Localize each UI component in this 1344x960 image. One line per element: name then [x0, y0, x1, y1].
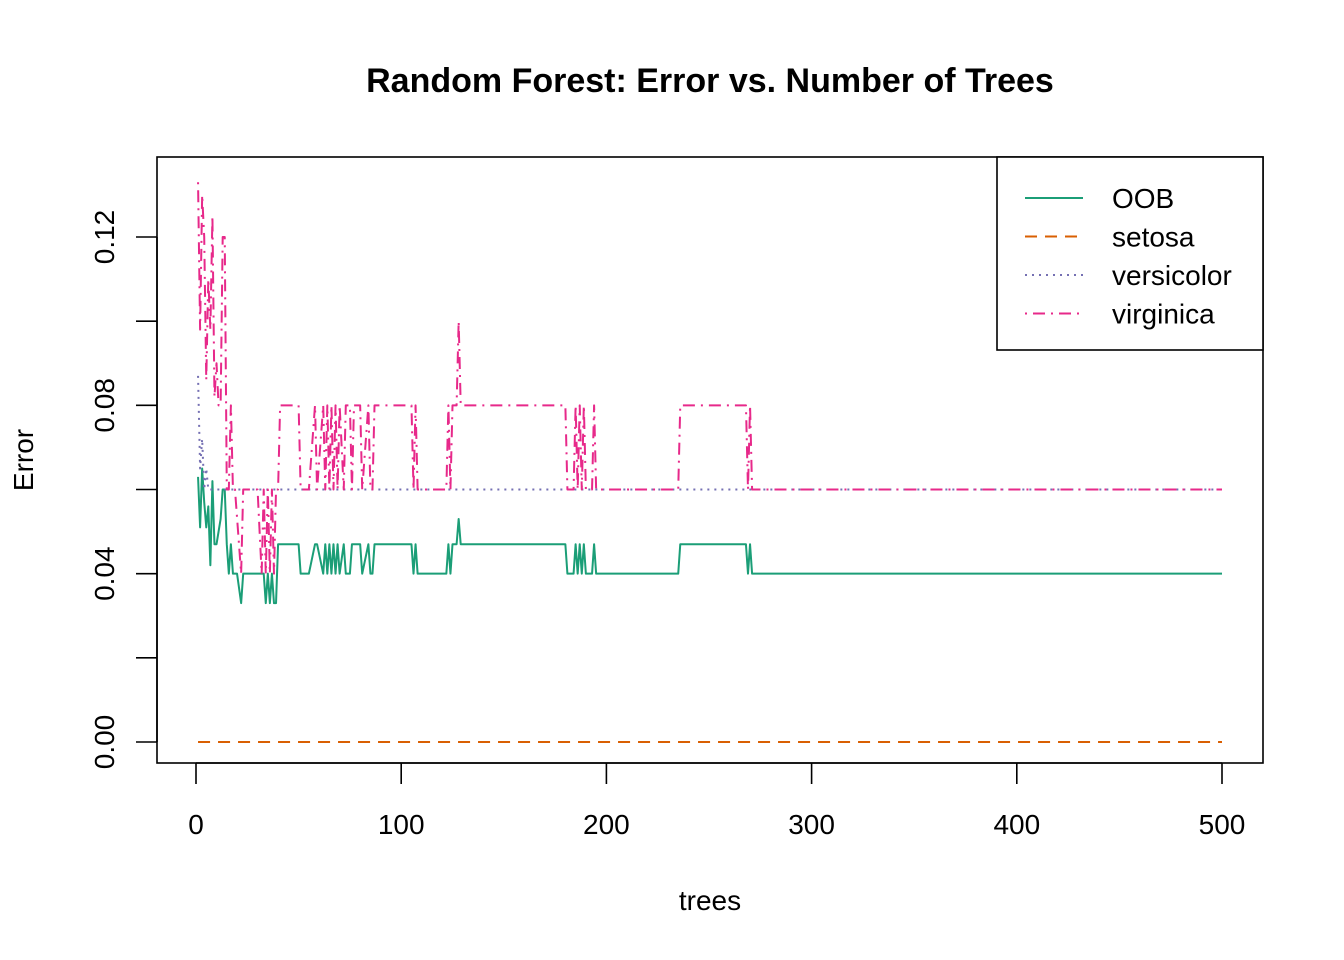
- legend-label-oob: OOB: [1112, 183, 1174, 214]
- x-tick-label: 300: [788, 809, 835, 840]
- y-axis-label: Error: [8, 429, 39, 491]
- x-tick-label: 400: [993, 809, 1040, 840]
- legend-label-virginica: virginica: [1112, 299, 1215, 330]
- y-tick-label: 0.00: [89, 715, 120, 770]
- legend-label-setosa: setosa: [1112, 222, 1195, 253]
- y-tick-label: 0.04: [89, 546, 120, 601]
- y-tick-label: 0.12: [89, 210, 120, 265]
- y-axis: 0.00 0.04 0.08 0.12: [89, 210, 158, 770]
- x-tick-label: 200: [583, 809, 630, 840]
- x-tick-label: 0: [188, 809, 204, 840]
- x-tick-label: 500: [1199, 809, 1246, 840]
- series-layer: [197, 182, 1222, 743]
- legend: OOB setosa versicolor virginica: [996, 156, 1264, 351]
- x-axis: 0 100 200 300 400 500: [188, 762, 1246, 840]
- y-tick-label: 0.08: [89, 378, 120, 433]
- legend-label-versicolor: versicolor: [1112, 260, 1232, 291]
- series-line-oob: [197, 467, 1222, 605]
- series-line-versicolor: [197, 375, 1222, 491]
- chart-title: Random Forest: Error vs. Number of Trees: [366, 62, 1054, 100]
- legend-box: [996, 156, 1264, 351]
- x-tick-label: 100: [378, 809, 425, 840]
- x-axis-label: trees: [679, 885, 741, 916]
